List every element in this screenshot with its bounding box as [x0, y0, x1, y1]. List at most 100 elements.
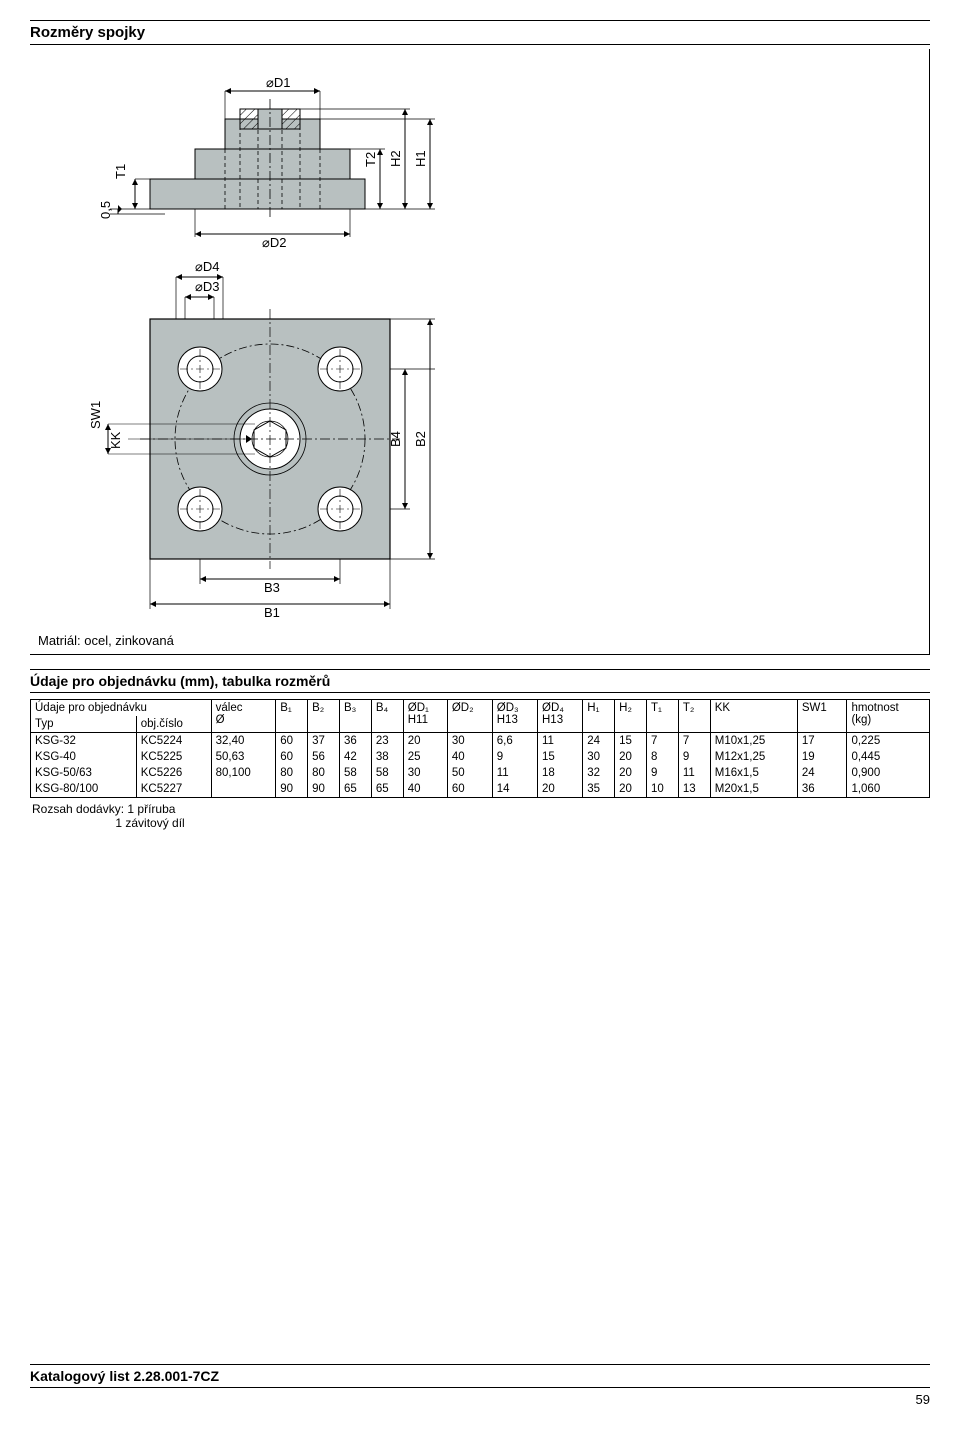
table-cell: 15: [538, 749, 583, 765]
drawing-bottom-view: ⌀D4 ⌀D3: [40, 249, 470, 619]
col-od3: ØD₃H13: [492, 700, 537, 733]
table-cell: 20: [615, 781, 647, 798]
col-b1: B₁: [276, 700, 308, 733]
page-title: Rozměry spojky: [30, 24, 930, 41]
table-cell: 40: [447, 749, 492, 765]
table-cell: 58: [340, 765, 372, 781]
table-cell: 23: [371, 733, 403, 750]
svg-text:B1: B1: [264, 605, 280, 619]
page-number: 59: [30, 1392, 930, 1407]
table-cell: 20: [615, 749, 647, 765]
table-cell: 11: [492, 765, 537, 781]
svg-text:⌀D1: ⌀D1: [266, 75, 290, 90]
table-cell: 37: [308, 733, 340, 750]
table-cell: KC5227: [136, 781, 211, 798]
table-cell: M20x1,5: [710, 781, 797, 798]
col-obj: obj.číslo: [136, 716, 211, 733]
table-cell: 60: [276, 733, 308, 750]
table-cell: M12x1,25: [710, 749, 797, 765]
table-cell: 20: [403, 733, 447, 750]
table-cell: 38: [371, 749, 403, 765]
col-od2: ØD₂: [447, 700, 492, 733]
table-cell: 9: [678, 749, 710, 765]
col-sw1: SW1: [797, 700, 847, 733]
table-cell: 56: [308, 749, 340, 765]
table-cell: 90: [276, 781, 308, 798]
table-cell: 60: [276, 749, 308, 765]
svg-text:B4: B4: [388, 431, 403, 447]
col-t2: T₂: [678, 700, 710, 733]
svg-text:SW1: SW1: [88, 401, 103, 429]
col-h2: H₂: [615, 700, 647, 733]
table-cell: 13: [678, 781, 710, 798]
table-cell: 20: [538, 781, 583, 798]
table-cell: 24: [797, 765, 847, 781]
table-cell: 24: [583, 733, 615, 750]
table-cell: 35: [583, 781, 615, 798]
table-cell: 11: [538, 733, 583, 750]
table-cell: 19: [797, 749, 847, 765]
table-cell: 58: [371, 765, 403, 781]
col-t1: T₁: [647, 700, 679, 733]
svg-text:H1: H1: [413, 150, 428, 167]
table-cell: [211, 781, 276, 798]
table-cell: 20: [615, 765, 647, 781]
table-row: KSG-32KC522432,406037362320306,611241577…: [31, 733, 930, 750]
table-cell: M10x1,25: [710, 733, 797, 750]
table-cell: KSG-50/63: [31, 765, 137, 781]
table-title: Údaje pro objednávku (mm), tabulka rozmě…: [30, 669, 930, 693]
table-cell: 36: [797, 781, 847, 798]
svg-text:T1: T1: [113, 164, 128, 179]
table-cell: 80,100: [211, 765, 276, 781]
table-cell: 30: [403, 765, 447, 781]
table-cell: 50,63: [211, 749, 276, 765]
table-cell: KSG-80/100: [31, 781, 137, 798]
col-typ: Typ: [31, 716, 137, 733]
col-b2: B₂: [308, 700, 340, 733]
title-bar: Rozměry spojky: [30, 20, 930, 45]
dimensions-table: Údaje pro objednávku válecØ B₁ B₂ B₃ B₄ …: [30, 699, 930, 798]
table-cell: 1,060: [847, 781, 930, 798]
table-cell: 65: [340, 781, 372, 798]
catalog-reference: Katalogový list 2.28.001-7CZ: [30, 1364, 930, 1388]
table-cell: 50: [447, 765, 492, 781]
svg-text:⌀D2: ⌀D2: [262, 235, 286, 249]
table-cell: KC5226: [136, 765, 211, 781]
svg-text:⌀D4: ⌀D4: [195, 259, 219, 274]
scope-of-delivery: Rozsah dodávky: 1 příruba 1 závitový díl: [30, 802, 930, 830]
table-cell: 32: [583, 765, 615, 781]
table-cell: 65: [371, 781, 403, 798]
table-cell: 60: [447, 781, 492, 798]
page-footer: Katalogový list 2.28.001-7CZ 59: [30, 1364, 930, 1407]
table-cell: KSG-40: [31, 749, 137, 765]
table-cell: 11: [678, 765, 710, 781]
table-cell: 0,225: [847, 733, 930, 750]
table-cell: 30: [583, 749, 615, 765]
table-cell: 25: [403, 749, 447, 765]
material-note: Matriál: ocel, zinkovaná: [30, 629, 929, 654]
drawing-top-view: ⌀D1 T1 0,5: [40, 69, 470, 249]
table-cell: KSG-32: [31, 733, 137, 750]
table-cell: 9: [647, 765, 679, 781]
table-row: KSG-80/100KC5227909065654060142035201013…: [31, 781, 930, 798]
svg-text:B2: B2: [413, 431, 428, 447]
svg-text:B3: B3: [264, 580, 280, 595]
table-cell: 0,445: [847, 749, 930, 765]
col-kk: KK: [710, 700, 797, 733]
svg-text:H2: H2: [388, 150, 403, 167]
svg-text:⌀D3: ⌀D3: [195, 279, 219, 294]
table-cell: 36: [340, 733, 372, 750]
table-row: KSG-40KC522550,63605642382540915302089M1…: [31, 749, 930, 765]
table-cell: 9: [492, 749, 537, 765]
table-cell: 17: [797, 733, 847, 750]
table-cell: 42: [340, 749, 372, 765]
table-cell: 18: [538, 765, 583, 781]
col-od1: ØD₁H11: [403, 700, 447, 733]
col-b4: B₄: [371, 700, 403, 733]
table-cell: 40: [403, 781, 447, 798]
technical-drawing: ⌀D1 T1 0,5: [30, 49, 530, 629]
svg-text:0,5: 0,5: [98, 201, 113, 219]
table-cell: 30: [447, 733, 492, 750]
table-row: KSG-50/63KC522680,1008080585830501118322…: [31, 765, 930, 781]
col-order-info: Údaje pro objednávku: [31, 700, 212, 717]
